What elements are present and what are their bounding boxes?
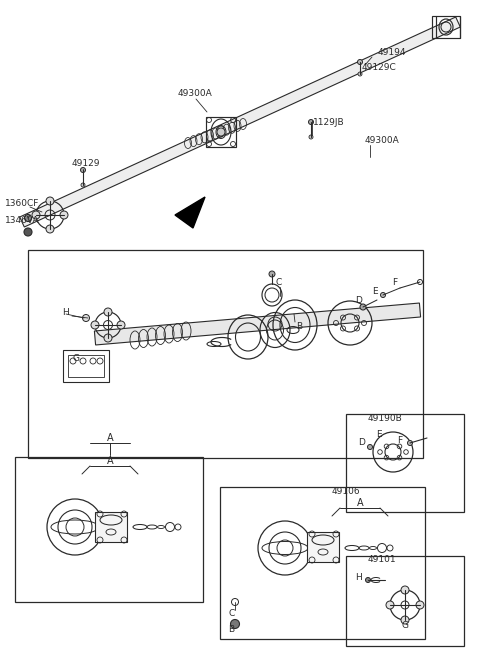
Circle shape — [217, 128, 225, 136]
Text: 49101: 49101 — [368, 555, 396, 565]
Circle shape — [104, 308, 112, 316]
Circle shape — [24, 228, 32, 236]
Text: A: A — [107, 433, 113, 443]
Polygon shape — [20, 17, 460, 227]
Text: 49129C: 49129C — [362, 62, 397, 71]
Polygon shape — [95, 303, 420, 345]
Circle shape — [32, 211, 40, 219]
Circle shape — [117, 321, 125, 329]
Bar — [28, 250, 423, 458]
Circle shape — [81, 183, 85, 187]
Circle shape — [104, 334, 112, 342]
Text: C: C — [275, 277, 281, 287]
Bar — [206, 117, 236, 147]
Circle shape — [83, 314, 89, 322]
Circle shape — [358, 60, 362, 64]
Bar — [63, 350, 109, 382]
Circle shape — [81, 167, 85, 173]
Circle shape — [60, 211, 68, 219]
Text: F: F — [397, 436, 402, 444]
Text: G: G — [72, 354, 79, 363]
Circle shape — [365, 577, 371, 583]
Text: 1129JB: 1129JB — [313, 117, 345, 126]
Circle shape — [386, 601, 394, 609]
Text: 49106: 49106 — [332, 487, 360, 496]
Text: E: E — [372, 287, 378, 295]
Circle shape — [309, 135, 313, 139]
Text: D: D — [355, 295, 362, 305]
Circle shape — [401, 586, 409, 594]
Circle shape — [381, 293, 385, 297]
Bar — [15, 457, 203, 602]
Text: A: A — [107, 456, 113, 466]
Text: 1360CF: 1360CF — [5, 199, 39, 207]
Circle shape — [91, 321, 99, 329]
Circle shape — [24, 214, 32, 222]
Text: A: A — [357, 498, 363, 508]
Text: B: B — [296, 322, 302, 330]
Text: 49190B: 49190B — [368, 414, 403, 422]
Text: C: C — [228, 610, 234, 618]
Text: F: F — [392, 277, 397, 287]
Circle shape — [309, 120, 313, 124]
Text: 1346VA: 1346VA — [5, 216, 39, 224]
Text: 49129: 49129 — [72, 158, 100, 167]
Text: 49300A: 49300A — [178, 89, 213, 97]
Text: 49300A: 49300A — [365, 136, 400, 144]
Circle shape — [408, 440, 412, 446]
Text: D: D — [358, 438, 365, 446]
Circle shape — [360, 304, 366, 310]
Circle shape — [368, 444, 372, 449]
Text: E: E — [376, 430, 382, 438]
Bar — [432, 16, 460, 38]
Circle shape — [401, 616, 409, 624]
Bar — [68, 355, 104, 377]
Polygon shape — [175, 197, 205, 228]
Text: H: H — [355, 573, 362, 583]
Bar — [346, 414, 464, 512]
Text: G: G — [401, 620, 408, 630]
Text: H: H — [62, 308, 69, 316]
Circle shape — [416, 601, 424, 609]
Bar — [220, 487, 425, 639]
Bar — [307, 532, 339, 562]
Circle shape — [269, 271, 275, 277]
Text: 49194: 49194 — [378, 48, 407, 56]
Bar — [346, 556, 464, 646]
Circle shape — [358, 72, 362, 76]
Circle shape — [46, 225, 54, 233]
Circle shape — [230, 620, 240, 628]
Text: B: B — [228, 626, 234, 634]
Circle shape — [46, 197, 54, 205]
Bar — [95, 512, 127, 542]
